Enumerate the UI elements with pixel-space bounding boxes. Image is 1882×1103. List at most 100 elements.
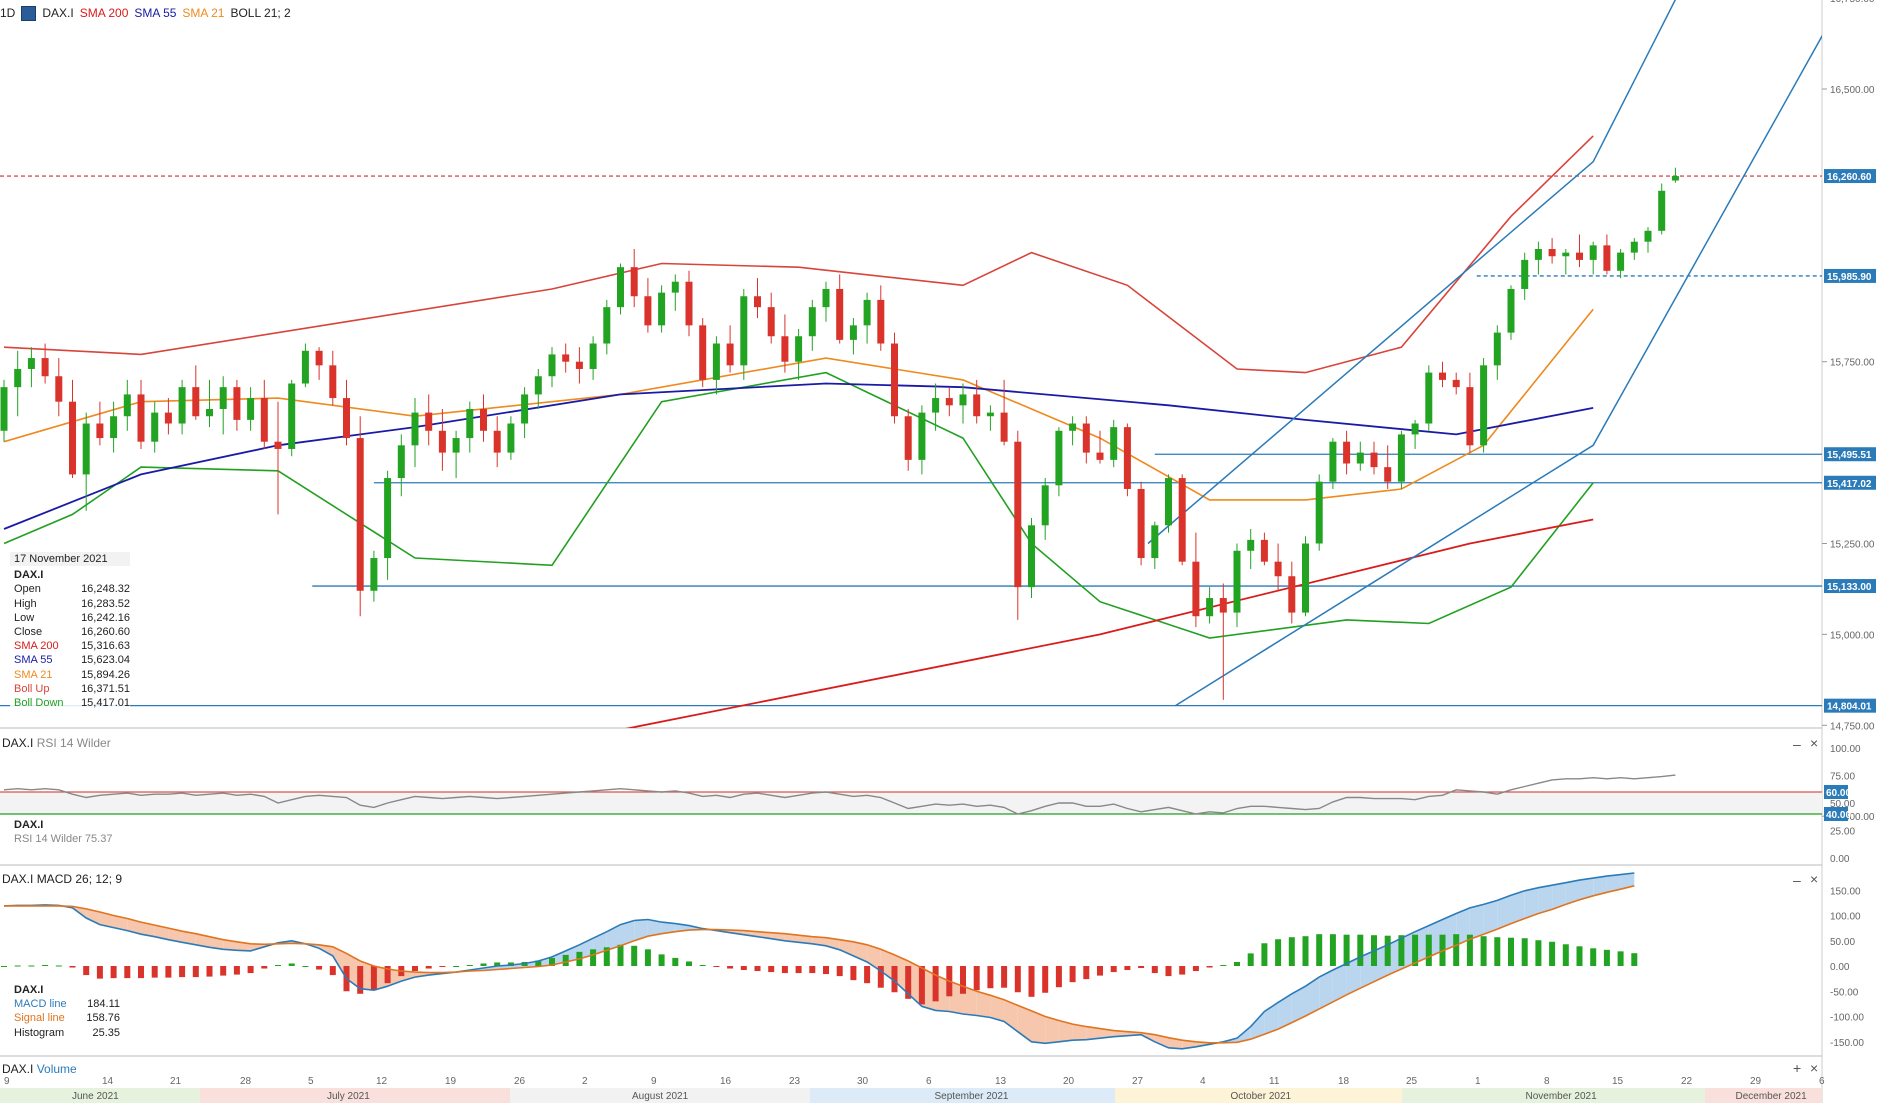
candle-body [1302, 543, 1309, 613]
price-tick-label: 15,000.00 [1830, 630, 1875, 641]
legend-key: SMA 55 [14, 654, 53, 667]
macd-histogram-bar [28, 965, 35, 967]
macd-histogram-bar [1001, 966, 1008, 988]
macd-histogram-bar [1097, 966, 1103, 976]
candle-body [137, 394, 145, 442]
macd-histogram-bar [905, 966, 912, 999]
day-tick-label: 23 [789, 1076, 801, 1087]
month-band [200, 1088, 510, 1103]
day-tick-label: 15 [1612, 1076, 1624, 1087]
macd-histogram-bar [1275, 939, 1282, 966]
candle-body [986, 412, 994, 417]
macd-histogram-bar [1425, 934, 1432, 966]
macd-fill [401, 971, 415, 982]
legend-value: 16,242.16 [81, 611, 130, 624]
macd-fill [839, 939, 854, 956]
rsi-legend-value: 75.37 [84, 833, 113, 846]
candle-body [1439, 372, 1446, 380]
macd-histogram-bar [740, 966, 747, 971]
rsi-minimize-icon[interactable]: – [1793, 736, 1801, 752]
candle-body [712, 343, 720, 380]
day-tick-label: 26 [514, 1076, 526, 1087]
macd-histogram-bar [412, 966, 418, 972]
macd-histogram-bar [850, 966, 857, 981]
day-tick-label: 16 [720, 1076, 732, 1087]
sma21-label[interactable]: SMA 21 [182, 6, 225, 20]
macd-fill [1250, 1011, 1265, 1040]
candle-body [932, 398, 940, 413]
macd-histogram-bar [1357, 934, 1364, 966]
macd-histogram-bar [795, 966, 802, 974]
boll-label[interactable]: BOLL 21; 2 [230, 6, 291, 20]
legend-value: 16,248.32 [81, 583, 130, 596]
legend-key: Low [14, 611, 35, 624]
macd-fill [168, 928, 183, 943]
volume-close-icon[interactable]: × [1810, 1060, 1819, 1076]
macd-histogram-bar [192, 966, 199, 978]
macd-fill [908, 960, 922, 1007]
macd-fill [634, 919, 648, 941]
macd-histogram-bar [809, 966, 816, 974]
day-tick-label: 5 [308, 1076, 314, 1087]
candle-body [795, 336, 803, 362]
day-tick-label: 22 [1681, 1076, 1693, 1087]
sma55-label[interactable]: SMA 55 [134, 6, 177, 20]
rsi-close-icon[interactable]: × [1810, 735, 1819, 751]
month-label: August 2021 [632, 1091, 689, 1102]
candle-body [27, 358, 35, 369]
macd-fill [1045, 1016, 1059, 1044]
day-tick-label: 12 [376, 1076, 388, 1087]
candle-body [1548, 248, 1556, 257]
legend-value: 15,894.26 [81, 668, 130, 681]
macd-histogram-bar [151, 966, 158, 978]
candle-body [1247, 539, 1255, 551]
interval-label[interactable]: 1D [0, 6, 16, 20]
macd-histogram-bar [1, 966, 7, 967]
macd-fill [360, 960, 374, 991]
candle-body [1397, 434, 1405, 482]
day-tick-label: 30 [857, 1076, 869, 1087]
candle-body [1288, 576, 1296, 613]
price-tag-box [1824, 169, 1876, 184]
candle-body [1507, 288, 1515, 333]
month-band [1402, 1088, 1705, 1103]
month-label: September 2021 [935, 1091, 1009, 1102]
volume-add-icon[interactable]: + [1793, 1060, 1802, 1076]
macd-histogram-bar [329, 966, 336, 976]
candle-body [1603, 245, 1611, 271]
macd-fill [141, 922, 155, 937]
macd-tick-label: 150.00 [1830, 886, 1861, 897]
price-tick-label: 15,750.00 [1830, 358, 1875, 369]
price-tag-box [1824, 447, 1876, 462]
candle-body [1165, 478, 1172, 526]
price-legend: 17 November 2021 DAX.I Open 16,248.32 High… [10, 552, 130, 711]
macd-fill [1456, 907, 1470, 946]
volume-title-symbol: DAX.I [2, 1062, 34, 1076]
candle-body [959, 394, 967, 406]
macd-histogram-bar [1234, 961, 1240, 966]
macd-minimize-icon[interactable]: – [1793, 872, 1801, 888]
candle-body [904, 416, 912, 460]
candle-body [1096, 452, 1104, 460]
candle-body [14, 368, 22, 388]
macd-histogram-bar [1631, 953, 1638, 966]
macd-histogram-bar [836, 966, 843, 977]
candle-body [1000, 412, 1008, 442]
candle-body [1137, 488, 1145, 559]
sma21-line [3, 308, 1594, 501]
day-tick-label: 4 [1200, 1076, 1206, 1087]
macd-histogram-bar [261, 966, 268, 969]
candle-body [685, 281, 693, 326]
macd-fill [209, 936, 224, 950]
day-tick-label: 18 [1338, 1076, 1350, 1087]
candle-body [219, 387, 227, 409]
macd-fill [1086, 1026, 1100, 1040]
price-tag-box [1824, 579, 1876, 594]
sma200-label[interactable]: SMA 200 [79, 6, 129, 20]
macd-close-icon[interactable]: × [1810, 871, 1819, 887]
macd-histogram-bar [1192, 966, 1199, 972]
rsi-tick-label: 0.00 [1830, 854, 1850, 865]
macd-histogram-bar [1398, 935, 1405, 966]
symbol-label[interactable]: DAX.I [42, 6, 74, 20]
